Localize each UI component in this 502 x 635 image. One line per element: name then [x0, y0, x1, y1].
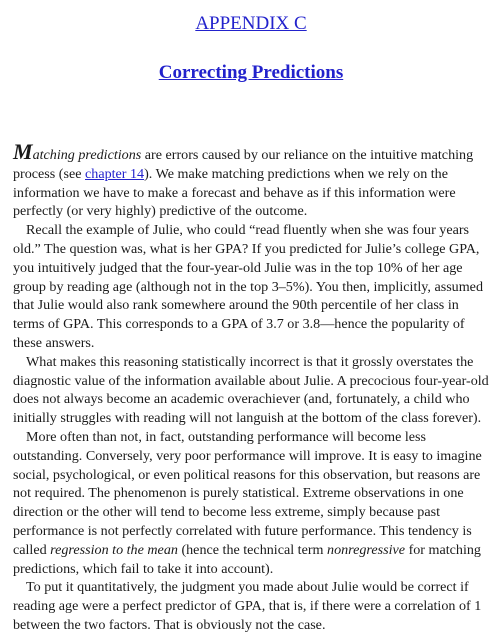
drop-cap: M [13, 139, 33, 164]
appendix-title-link[interactable]: APPENDIX C [195, 13, 307, 34]
paragraph-4: More often than not, in fact, outstandin… [13, 428, 491, 578]
paragraph-3: What makes this reasoning statistically … [13, 353, 489, 427]
term-matching-predictions: atching predictions [32, 147, 142, 163]
term-regression-to-the-mean: regression to the mean [50, 541, 178, 558]
paragraph-5: To put it quantitatively, the judgment y… [13, 579, 482, 633]
paragraph-4-text-a: More often than not, in fact, outstandin… [13, 428, 482, 558]
paragraph-1-text-a: are errors caused by our reliance on the… [13, 147, 474, 182]
term-nonregressive: nonregressive [327, 541, 406, 558]
paragraph-1-text-b: ). We make matching predictions when we … [13, 165, 456, 220]
body-text: Matching predictions are errors caused b… [13, 141, 491, 635]
paragraph-4-text-c: for matching predictions, which fail to … [13, 541, 481, 577]
paragraph-1: Matching predictions are errors caused b… [13, 141, 491, 221]
document-page: APPENDIX C Correcting Predictions Matchi… [13, 13, 489, 633]
paragraph-2: Recall the example of Julie, who could “… [13, 222, 483, 351]
paragraph-4-text-b: (hence the technical term [177, 541, 328, 558]
chapter-14-link[interactable]: chapter 14 [85, 165, 145, 182]
chapter-title-link[interactable]: Correcting Predictions [158, 62, 344, 83]
